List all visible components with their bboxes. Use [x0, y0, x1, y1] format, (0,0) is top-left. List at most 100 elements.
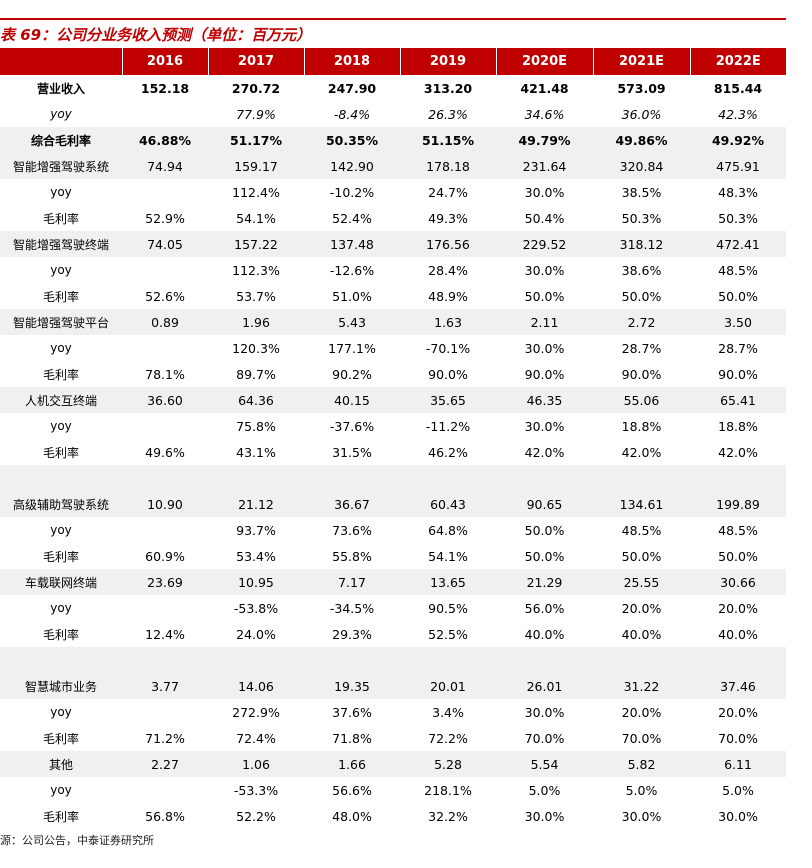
value-cell: -8.4%: [333, 106, 371, 122]
header-row: 2016 2017 2018 2019 2020E 2021E 2022E: [0, 48, 786, 75]
value-cell: 32.2%: [428, 808, 468, 824]
value-cell: 24.0%: [236, 626, 276, 642]
table-row: 营业收入 152.18 270.72 247.90 313.20 421.48 573.09…: [0, 75, 786, 101]
row-label: yoy: [50, 185, 72, 199]
value-cell: 5.0%: [722, 782, 754, 798]
value-cell: 1.66: [304, 751, 400, 777]
value-cell: 1.96: [208, 309, 304, 335]
row-label: 智能增强驾驶平台: [0, 309, 122, 335]
value-cell: 50.0%: [718, 288, 758, 304]
value-cell: 176.56: [400, 231, 496, 257]
value-cell: 21.12: [208, 491, 304, 517]
title-rule: [0, 18, 786, 20]
value-cell: 90.5%: [428, 600, 468, 616]
value-cell: 112.4%: [232, 184, 280, 200]
value-cell: 52.9%: [145, 210, 185, 226]
value-cell: 23.69: [122, 569, 208, 595]
value-cell: 30.0%: [524, 184, 565, 200]
value-cell: 93.7%: [236, 522, 276, 538]
value-cell: 51.15%: [400, 127, 496, 153]
value-cell: 90.0%: [428, 366, 468, 382]
row-label: 毛利率: [42, 289, 79, 304]
empty-cell: [122, 595, 208, 621]
empty-cell: [122, 465, 208, 491]
value-cell: 5.54: [496, 751, 593, 777]
table-row: 毛利率 78.1% 89.7% 90.2% 90.0% 90.0% 90.0% 90.0%: [0, 361, 786, 387]
row-label: 毛利率: [42, 627, 79, 642]
value-cell: 50.0%: [524, 548, 565, 564]
table-row: 人机交互终端 36.60 64.36 40.15 35.65 46.35 55.06 65.4…: [0, 387, 786, 413]
value-cell: 472.41: [690, 231, 786, 257]
value-cell: 48.3%: [718, 184, 758, 200]
header-cell: 2022E: [689, 48, 786, 75]
value-cell: 50.3%: [718, 210, 758, 226]
table-row: 毛利率 71.2% 72.4% 71.8% 72.2% 70.0% 70.0% 70.0%: [0, 725, 786, 751]
table-row: 毛利率 52.6% 53.7% 51.0% 48.9% 50.0% 50.0% 50.0%: [0, 283, 786, 309]
value-cell: 2.72: [593, 309, 690, 335]
value-cell: 53.7%: [236, 288, 276, 304]
row-label: yoy: [50, 705, 72, 719]
value-cell: 30.0%: [524, 808, 565, 824]
value-cell: 50.0%: [524, 288, 565, 304]
row-label: 毛利率: [42, 367, 79, 382]
empty-cell: [122, 257, 208, 283]
value-cell: 120.3%: [232, 340, 280, 356]
value-cell: 0.89: [122, 309, 208, 335]
empty-cell: [400, 647, 496, 673]
value-cell: 24.7%: [428, 184, 468, 200]
value-cell: 31.22: [593, 673, 690, 699]
value-cell: 49.79%: [496, 127, 593, 153]
value-cell: 34.6%: [524, 106, 565, 122]
value-cell: 64.36: [208, 387, 304, 413]
value-cell: 49.86%: [593, 127, 690, 153]
value-cell: 137.48: [304, 231, 400, 257]
value-cell: 90.2%: [332, 366, 372, 382]
value-cell: 12.4%: [145, 626, 185, 642]
value-cell: 28.4%: [428, 262, 468, 278]
value-cell: 48.9%: [428, 288, 468, 304]
empty-cell: [400, 465, 496, 491]
value-cell: 64.8%: [428, 522, 468, 538]
value-cell: 37.46: [690, 673, 786, 699]
value-cell: 50.0%: [621, 548, 662, 564]
value-cell: 65.41: [690, 387, 786, 413]
row-label: 智慧城市业务: [0, 673, 122, 699]
empty-cell: [122, 699, 208, 725]
value-cell: 89.7%: [236, 366, 276, 382]
value-cell: 270.72: [231, 80, 281, 96]
table-row: yoy 75.8% -37.6% -11.2% 30.0% 18.8% 18.8%: [0, 413, 786, 439]
value-cell: 52.6%: [145, 288, 185, 304]
empty-cell: [593, 647, 690, 673]
table-row: yoy -53.8% -34.5% 90.5% 56.0% 20.0% 20.0%: [0, 595, 786, 621]
value-cell: 20.01: [400, 673, 496, 699]
empty-cell: [122, 647, 208, 673]
row-label: 高级辅助驾驶系统: [0, 491, 122, 517]
value-cell: 52.4%: [332, 210, 372, 226]
value-cell: 26.01: [496, 673, 593, 699]
value-cell: 5.28: [400, 751, 496, 777]
value-cell: 10.95: [208, 569, 304, 595]
value-cell: 90.0%: [524, 366, 565, 382]
value-cell: 29.3%: [332, 626, 372, 642]
value-cell: 48.0%: [332, 808, 372, 824]
value-cell: 54.1%: [428, 548, 468, 564]
row-label: 车载联网终端: [0, 569, 122, 595]
value-cell: 49.92%: [690, 127, 786, 153]
header-cell: 2019: [399, 48, 496, 75]
value-cell: 90.0%: [621, 366, 662, 382]
value-cell: 5.82: [593, 751, 690, 777]
table-row: yoy 272.9% 37.6% 3.4% 30.0% 20.0% 20.0%: [0, 699, 786, 725]
empty-cell: [122, 777, 208, 803]
value-cell: 55.06: [593, 387, 690, 413]
value-cell: 36.0%: [621, 106, 662, 122]
value-cell: 229.52: [496, 231, 593, 257]
value-cell: 56.6%: [332, 782, 372, 798]
value-cell: 26.3%: [428, 106, 468, 122]
value-cell: 37.6%: [332, 704, 372, 720]
value-cell: 31.5%: [332, 444, 372, 460]
value-cell: 38.6%: [621, 262, 662, 278]
value-cell: 52.2%: [236, 808, 276, 824]
value-cell: -53.8%: [233, 600, 279, 616]
empty-cell: [122, 413, 208, 439]
